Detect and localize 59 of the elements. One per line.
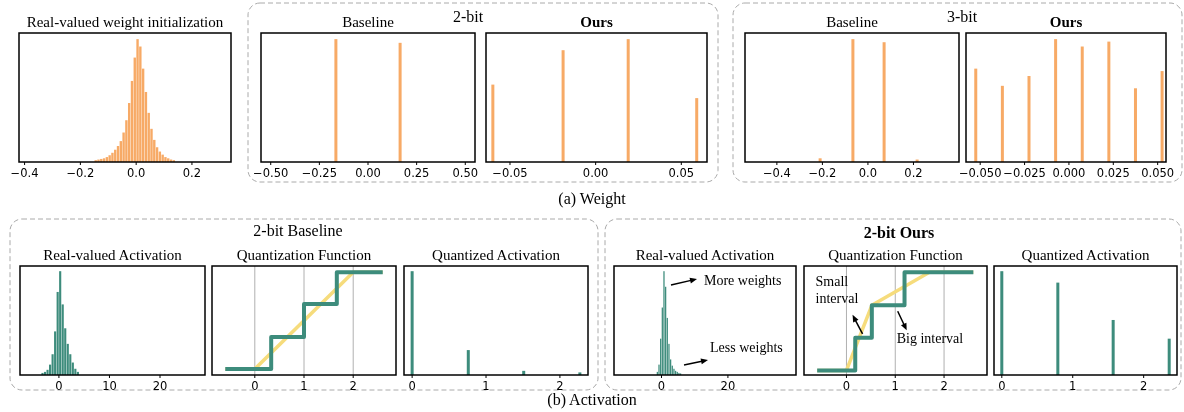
x-tick-label: 0 <box>408 379 416 393</box>
chart-title: Real-valued Activation <box>635 247 775 263</box>
text: 2-bit Baseline <box>253 222 343 239</box>
x-tick-label: 0.025 <box>1096 166 1130 180</box>
x-tick-label: 1 <box>300 379 308 393</box>
x-tick-label: −0.2 <box>66 166 95 180</box>
chart-title: Ours <box>580 14 613 30</box>
annotation: Small interval <box>815 273 859 306</box>
x-tick-label: 2 <box>349 379 357 393</box>
chart-title: Ours <box>1049 14 1083 30</box>
x-tick-label: 20 <box>152 379 168 393</box>
x-tick-label: 0.0 <box>127 166 146 180</box>
x-tick-label: −0.025 <box>1003 166 1046 180</box>
x-tick-label: 0.05 <box>668 166 695 180</box>
x-tick-label: 1 <box>891 379 899 393</box>
text: 2-bit <box>452 8 484 25</box>
text: 3-bit <box>946 8 978 25</box>
x-tick-label: 2 <box>1140 379 1148 393</box>
x-tick-label: 0 <box>998 379 1006 393</box>
x-tick-label: 0.00 <box>355 166 381 180</box>
x-tick-label: 20 <box>720 379 736 393</box>
chart-title: Baseline <box>342 14 395 30</box>
x-tick-label: 0.0 <box>858 166 878 180</box>
chart-title: Quantized Activation <box>1021 247 1150 263</box>
chart-title: Quantization Function <box>236 247 372 263</box>
annotation: Less weights <box>710 340 783 355</box>
x-tick-label: −0.050 <box>958 166 1002 180</box>
text: (b) Activation <box>547 391 637 409</box>
x-tick-label: 0.2 <box>182 166 202 180</box>
x-tick-label: 0.50 <box>452 166 479 180</box>
x-tick-label: 0.000 <box>1052 166 1086 180</box>
chart-title: Quantized Activation <box>432 247 561 263</box>
annotation: More weights <box>704 273 782 288</box>
x-tick-label: −0.4 <box>762 166 791 180</box>
x-tick-label: 0.2 <box>904 166 923 180</box>
x-tick-label: 0.00 <box>582 166 609 180</box>
x-tick-label: 1 <box>1069 379 1077 393</box>
x-tick-label: 0 <box>657 379 666 393</box>
x-tick-label: −0.25 <box>301 166 337 180</box>
x-tick-label: 2 <box>556 379 564 393</box>
text: (a) Weight <box>558 190 627 208</box>
x-tick-label: 0.050 <box>1141 166 1175 180</box>
x-tick-label: 2 <box>940 379 948 393</box>
x-tick-label: −0.50 <box>253 166 289 180</box>
chart-title: Baseline <box>826 14 879 30</box>
x-tick-label: −0.2 <box>808 166 837 180</box>
x-tick-label: 10 <box>102 379 117 393</box>
annotation: Big interval <box>896 331 964 347</box>
x-tick-label: 0.25 <box>403 166 430 180</box>
chart-title: Real-valued weight initialization <box>26 14 224 30</box>
text: 2-bit Ours <box>863 224 935 241</box>
x-tick-label: 0 <box>55 379 63 393</box>
x-tick-label: −0.05 <box>492 166 528 180</box>
x-tick-label: 0 <box>251 379 259 393</box>
chart-title: Real-valued Activation <box>43 247 183 263</box>
x-tick-label: −0.4 <box>10 166 39 180</box>
x-tick-label: 0 <box>842 379 851 393</box>
chart-title: Quantization Function <box>828 247 964 263</box>
x-tick-label: 1 <box>482 379 490 393</box>
